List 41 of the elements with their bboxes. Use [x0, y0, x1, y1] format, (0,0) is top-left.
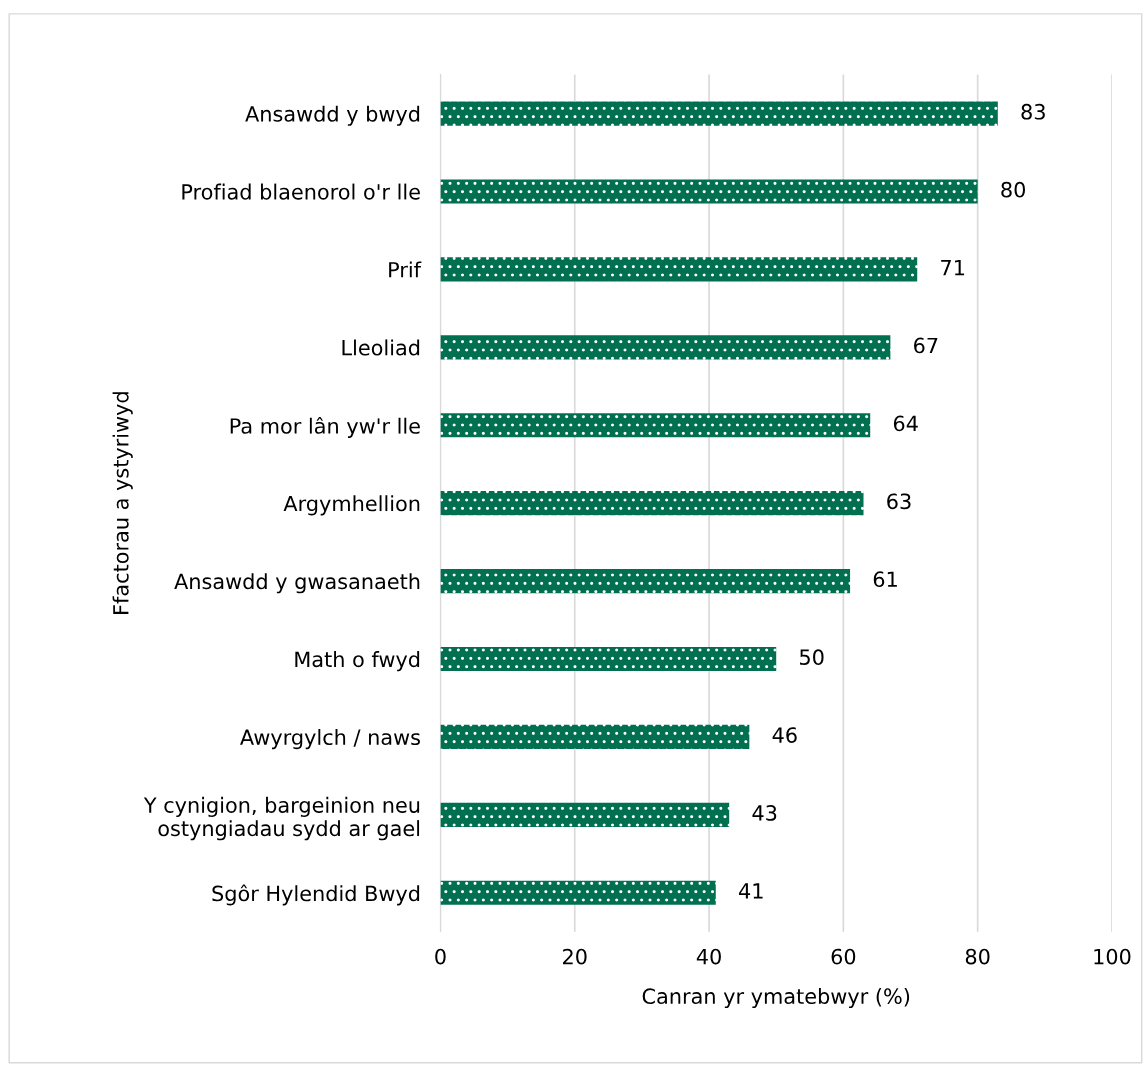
x-axis-title: Canran yr ymatebwyr (%) [642, 987, 910, 1009]
data-label: 80 [1001, 181, 1026, 198]
x-tick-label: 60 [831, 948, 856, 965]
y-tick-label: Awyrgylch / naws [240, 728, 420, 750]
y-tick-label: Lleoliad [342, 339, 420, 356]
x-tick-label: 100 [1094, 948, 1131, 965]
bar [440, 335, 891, 360]
y-tick-label: Profiad blaenorol o'r lle [182, 183, 420, 200]
data-label: 83 [1021, 103, 1045, 120]
y-tick-label: Prif [389, 261, 422, 278]
data-label: 67 [914, 337, 938, 354]
y-tick-label: Ansawdd y gwasanaeth [174, 573, 420, 594]
bar [440, 802, 730, 827]
y-axis-title: Ffactorau a ystyriwyd [112, 392, 133, 614]
data-label: 46 [772, 727, 797, 743]
bar [440, 646, 777, 672]
data-label: 43 [752, 805, 777, 821]
bar [440, 880, 716, 905]
y-tick-label: Ansawdd y bwyd [245, 105, 420, 126]
bar [440, 179, 978, 204]
y-tick-label: Pa mor lân yw'r lle [230, 416, 420, 438]
x-tick-label: 20 [563, 948, 587, 965]
x-tick-label: 80 [965, 948, 990, 965]
y-tick-label: Y cynigion, bargeinion neu ostyngiadau sydd ar gael [143, 796, 420, 841]
bar [440, 257, 918, 282]
y-tick-label: Math o fwyd [295, 651, 420, 672]
data-label: 71 [941, 259, 965, 276]
data-label: 64 [893, 415, 918, 432]
data-label: 41 [739, 883, 763, 899]
bar [440, 568, 851, 594]
x-tick-label: 0 [435, 948, 446, 965]
x-tick-label: 40 [696, 948, 721, 965]
bar [440, 491, 864, 516]
data-label: 61 [873, 571, 897, 588]
data-label: 50 [800, 649, 824, 666]
bar [440, 413, 871, 438]
y-tick-label: Sgôr Hylendid Bwyd [212, 884, 420, 906]
y-tick-label: Argymhellion [283, 495, 420, 516]
data-label: 63 [887, 493, 911, 510]
bar [440, 724, 750, 749]
bar [440, 101, 998, 126]
